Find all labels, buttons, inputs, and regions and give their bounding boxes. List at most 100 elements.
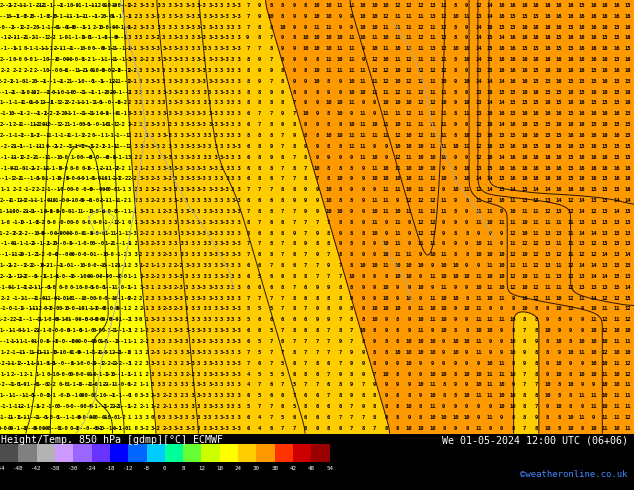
Text: 11: 11	[394, 220, 401, 225]
Text: 6: 6	[246, 274, 249, 279]
Text: 10: 10	[418, 263, 424, 268]
Text: 1 2: 1 2	[162, 361, 172, 366]
Text: 8: 8	[454, 68, 457, 73]
Text: 16: 16	[556, 155, 562, 160]
Text: 12: 12	[602, 350, 609, 355]
Text: 11: 11	[475, 426, 482, 431]
Text: 9: 9	[408, 242, 411, 246]
Text: -0-0: -0-0	[103, 155, 116, 160]
Text: 3-3: 3-3	[220, 426, 230, 431]
Text: -0-0: -0-0	[80, 187, 93, 192]
Text: 9: 9	[430, 328, 434, 333]
Text: 12: 12	[372, 68, 378, 73]
Text: 3-3: 3-3	[174, 3, 184, 8]
Text: 3-3: 3-3	[185, 176, 195, 181]
Text: 13: 13	[590, 220, 597, 225]
Text: 9: 9	[465, 350, 469, 355]
Text: 0-0-0: 0-0-0	[32, 426, 48, 431]
Text: 12: 12	[406, 111, 413, 116]
Text: 9: 9	[454, 242, 457, 246]
Text: -30: -30	[68, 466, 79, 471]
Text: 3 3: 3 3	[139, 14, 149, 19]
Text: 3-3: 3-3	[220, 274, 230, 279]
Text: 9: 9	[315, 306, 319, 312]
Text: -1-0--1: -1-0--1	[6, 209, 29, 214]
Text: 2-2--1: 2-2--1	[19, 274, 39, 279]
Text: 1-1-1: 1-1-1	[44, 274, 60, 279]
Text: 11: 11	[556, 285, 562, 290]
Text: -1-2-2: -1-2-2	[100, 404, 119, 409]
Text: 9: 9	[373, 252, 376, 257]
Text: 6: 6	[281, 274, 284, 279]
Text: 9: 9	[500, 209, 503, 214]
Text: 15: 15	[533, 68, 540, 73]
Text: 16: 16	[590, 3, 597, 8]
Text: 0--1-1: 0--1-1	[112, 371, 131, 376]
Text: 11: 11	[406, 252, 413, 257]
Text: 9: 9	[361, 176, 365, 181]
Text: 0--0--0: 0--0--0	[75, 339, 98, 344]
Text: 6: 6	[258, 285, 261, 290]
Text: 10: 10	[394, 68, 401, 73]
Text: 0-0-0: 0-0-0	[90, 285, 106, 290]
Text: 2-2: 2-2	[58, 122, 68, 127]
Text: 11: 11	[487, 371, 493, 376]
Text: 8: 8	[557, 318, 560, 322]
Text: 10: 10	[487, 295, 493, 301]
Text: 0--0: 0--0	[57, 404, 70, 409]
Text: -1-1: -1-1	[57, 3, 70, 8]
Text: 0 1: 0 1	[127, 350, 138, 355]
Text: 15: 15	[614, 24, 620, 29]
Text: 9: 9	[315, 155, 319, 160]
Text: 11: 11	[372, 198, 378, 203]
Text: 10: 10	[394, 100, 401, 105]
Text: 3-3: 3-3	[185, 263, 195, 268]
Text: 3-3: 3-3	[231, 426, 241, 431]
Text: 3-3: 3-3	[185, 328, 195, 333]
Text: 12: 12	[521, 242, 527, 246]
Text: 1--1--1: 1--1--1	[41, 46, 63, 51]
Text: 11: 11	[475, 318, 482, 322]
Text: 7: 7	[281, 382, 284, 388]
Text: 1-1: 1-1	[116, 187, 126, 192]
Text: 10: 10	[441, 328, 447, 333]
Text: 3-3: 3-3	[151, 318, 160, 322]
Text: 10: 10	[498, 393, 505, 398]
Text: 8: 8	[258, 166, 261, 171]
Text: 16: 16	[590, 46, 597, 51]
Text: 3 3: 3 3	[231, 382, 241, 388]
Text: 8: 8	[292, 274, 295, 279]
Text: 3-3: 3-3	[185, 209, 195, 214]
Text: 16: 16	[556, 187, 562, 192]
Text: 12: 12	[198, 466, 205, 471]
Text: 2-3: 2-3	[162, 306, 172, 312]
Text: 14: 14	[625, 252, 631, 257]
Text: 9: 9	[419, 252, 422, 257]
Text: -0-0: -0-0	[57, 328, 70, 333]
Text: 10: 10	[510, 404, 516, 409]
Text: 9: 9	[442, 339, 446, 344]
Text: 8: 8	[269, 231, 273, 236]
Text: 3-3: 3-3	[162, 133, 172, 138]
Text: 16: 16	[579, 24, 585, 29]
Text: 1--1--1: 1--1--1	[18, 404, 40, 409]
Text: 12: 12	[510, 274, 516, 279]
Text: 8: 8	[557, 415, 560, 420]
Text: 7: 7	[292, 393, 295, 398]
Text: 3 3: 3 3	[185, 306, 195, 312]
Text: 12: 12	[394, 3, 401, 8]
Text: 3 3: 3 3	[231, 176, 241, 181]
Text: 7: 7	[304, 231, 307, 236]
Text: 9: 9	[546, 318, 549, 322]
Text: 16: 16	[533, 155, 540, 160]
Text: 12: 12	[567, 263, 574, 268]
Text: 6: 6	[269, 176, 273, 181]
Text: 2--1: 2--1	[115, 209, 127, 214]
Text: 10: 10	[314, 35, 320, 41]
Text: 8: 8	[304, 404, 307, 409]
Text: 3 3: 3 3	[231, 90, 241, 95]
Text: 11: 11	[441, 198, 447, 203]
Text: 8: 8	[512, 426, 515, 431]
Text: 0-0--0: 0-0--0	[65, 306, 85, 312]
Text: 1-2: 1-2	[162, 350, 172, 355]
